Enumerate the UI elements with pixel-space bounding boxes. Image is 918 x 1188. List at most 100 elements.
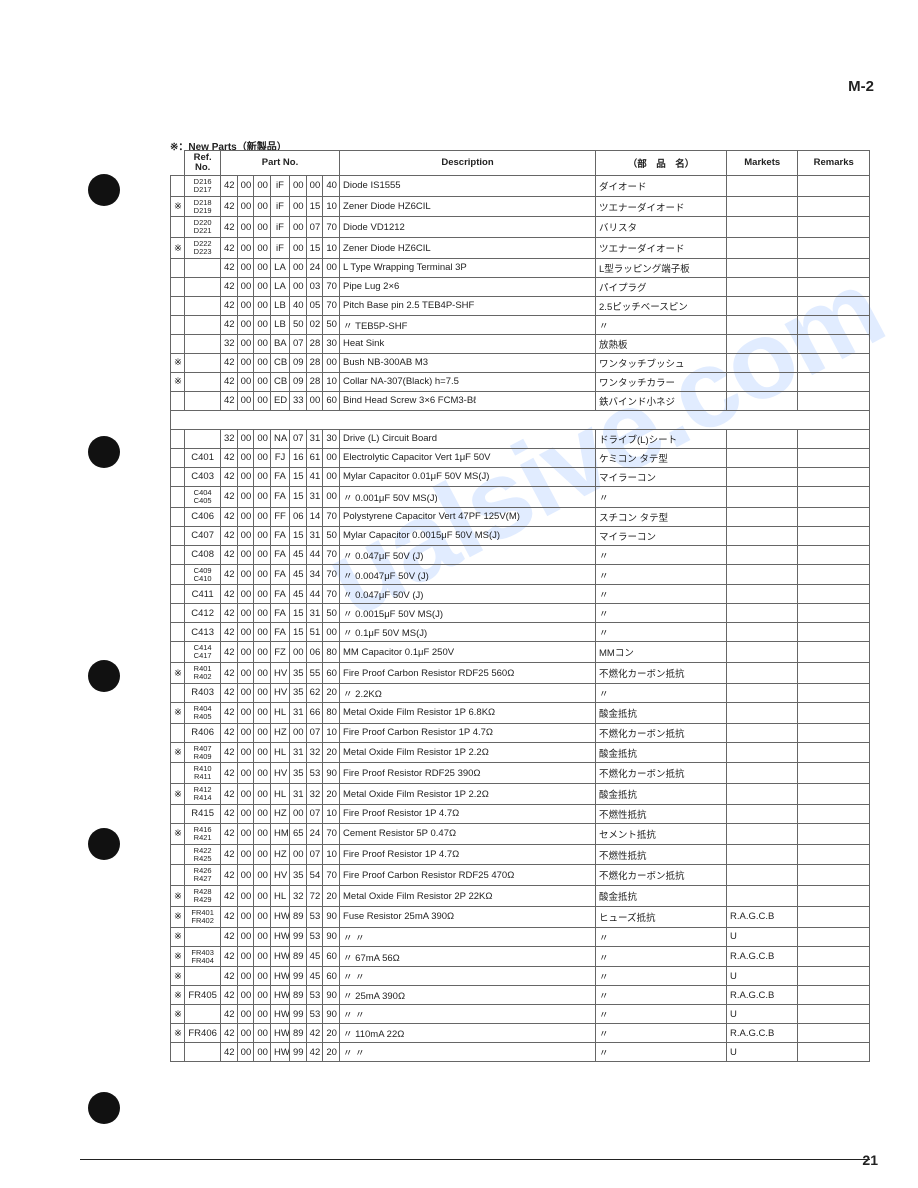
partno-cell: 00 — [254, 906, 271, 927]
remarks-cell — [798, 723, 870, 742]
star-cell — [171, 277, 185, 296]
markets-cell — [727, 545, 798, 564]
star-cell — [171, 763, 185, 784]
remarks-cell — [798, 763, 870, 784]
partno-cell: 42 — [221, 763, 238, 784]
partno-cell: 70 — [323, 296, 340, 315]
partno-cell: 00 — [237, 217, 254, 238]
partno-cell: 20 — [323, 1024, 340, 1043]
star-cell — [171, 844, 185, 865]
remarks-cell — [798, 702, 870, 723]
partno-cell: 00 — [237, 702, 254, 723]
description-cell: Fire Proof Carbon Resistor RDF25 470Ω — [340, 865, 596, 886]
partno-cell: 42 — [221, 372, 238, 391]
markets-cell: U — [727, 927, 798, 946]
partno-cell: iF — [270, 217, 289, 238]
ref-cell — [185, 1005, 221, 1024]
partno-cell: 33 — [290, 391, 307, 410]
partno-cell: 60 — [323, 946, 340, 967]
partno-cell: 00 — [290, 642, 307, 663]
star-cell — [171, 804, 185, 823]
jp-name-cell: 〃 — [596, 623, 727, 642]
partno-cell: 10 — [323, 723, 340, 742]
table-row: ※R404R405420000HL316680Metal Oxide Film … — [171, 702, 870, 723]
partno-cell: 62 — [306, 683, 323, 702]
jp-name-cell: 不燃化カーボン抵抗 — [596, 865, 727, 886]
markets-cell — [727, 334, 798, 353]
partno-cell: 90 — [323, 906, 340, 927]
star-cell — [171, 545, 185, 564]
partno-cell: 00 — [237, 604, 254, 623]
partno-cell: 00 — [237, 545, 254, 564]
remarks-cell — [798, 886, 870, 907]
partno-cell: 00 — [290, 723, 307, 742]
ref-cell: D218D219 — [185, 196, 221, 217]
partno-cell: 51 — [306, 623, 323, 642]
partno-cell: 99 — [290, 1005, 307, 1024]
partno-cell: 00 — [237, 1024, 254, 1043]
jp-name-cell: ツエナーダイオード — [596, 238, 727, 259]
partno-cell: 54 — [306, 865, 323, 886]
table-row: ※FR405420000HW895390 〃 25mA 390Ω〃R.A.G.C… — [171, 986, 870, 1005]
partno-cell: 07 — [306, 804, 323, 823]
partno-cell: 00 — [237, 334, 254, 353]
partno-cell: 00 — [237, 927, 254, 946]
partno-cell: 45 — [306, 967, 323, 986]
remarks-cell — [798, 564, 870, 585]
partno-cell: 31 — [306, 486, 323, 507]
table-body: D216D217420000iF000040Diode IS1555ダイオード※… — [171, 175, 870, 1062]
ref-cell — [185, 296, 221, 315]
binder-hole — [88, 436, 120, 468]
jp-name-cell: 〃 — [596, 585, 727, 604]
ref-cell: R428R429 — [185, 886, 221, 907]
partno-cell: 34 — [306, 564, 323, 585]
markets-cell — [727, 742, 798, 763]
partno-cell: 90 — [323, 927, 340, 946]
remarks-cell — [798, 353, 870, 372]
markets-cell — [727, 642, 798, 663]
partno-cell: 15 — [290, 486, 307, 507]
star-cell — [171, 642, 185, 663]
partno-cell: 70 — [323, 585, 340, 604]
ref-cell — [185, 372, 221, 391]
partno-cell: 31 — [290, 784, 307, 805]
star-cell: ※ — [171, 906, 185, 927]
description-cell: Metal Oxide Film Resistor 1P 6.8KΩ — [340, 702, 596, 723]
partno-cell: 42 — [221, 217, 238, 238]
description-cell: 〃 110mA 22Ω — [340, 1024, 596, 1043]
partno-cell: FA — [270, 564, 289, 585]
partno-cell: 42 — [221, 683, 238, 702]
remarks-cell — [798, 967, 870, 986]
partno-cell: 35 — [290, 865, 307, 886]
ref-cell — [185, 258, 221, 277]
table-row: 320000NA073130Drive (L) Circuit Boardドライ… — [171, 429, 870, 448]
partno-cell: 00 — [237, 564, 254, 585]
table-row: ※R401R402420000HV355560Fire Proof Carbon… — [171, 663, 870, 684]
partno-cell: 00 — [254, 353, 271, 372]
table-row: C413420000FA155100 〃 0.1μF 50V MS(J)〃 — [171, 623, 870, 642]
description-cell: Mylar Capacitor 0.01μF 50V MS(J) — [340, 467, 596, 486]
partno-cell: 00 — [254, 642, 271, 663]
remarks-cell — [798, 258, 870, 277]
partno-cell: 42 — [221, 702, 238, 723]
partno-cell: 00 — [237, 865, 254, 886]
ref-cell: C412 — [185, 604, 221, 623]
jp-name-cell: ツエナーダイオード — [596, 196, 727, 217]
partno-cell: 00 — [254, 823, 271, 844]
partno-cell: 42 — [221, 258, 238, 277]
remarks-cell — [798, 784, 870, 805]
ref-cell: R406 — [185, 723, 221, 742]
table-row: C411420000FA454470 〃 0.047μF 50V (J)〃 — [171, 585, 870, 604]
partno-cell: 00 — [237, 429, 254, 448]
partno-cell: 00 — [254, 804, 271, 823]
partno-cell: 00 — [290, 804, 307, 823]
table-row: ※420000HW995390 〃 〃〃U — [171, 1005, 870, 1024]
partno-cell: FA — [270, 545, 289, 564]
ref-cell: D222D223 — [185, 238, 221, 259]
jp-name-cell: ケミコン タテ型 — [596, 448, 727, 467]
partno-cell: 10 — [323, 196, 340, 217]
binder-hole — [88, 660, 120, 692]
partno-cell: 15 — [290, 623, 307, 642]
partno-cell: 00 — [254, 196, 271, 217]
partno-cell: 00 — [237, 946, 254, 967]
